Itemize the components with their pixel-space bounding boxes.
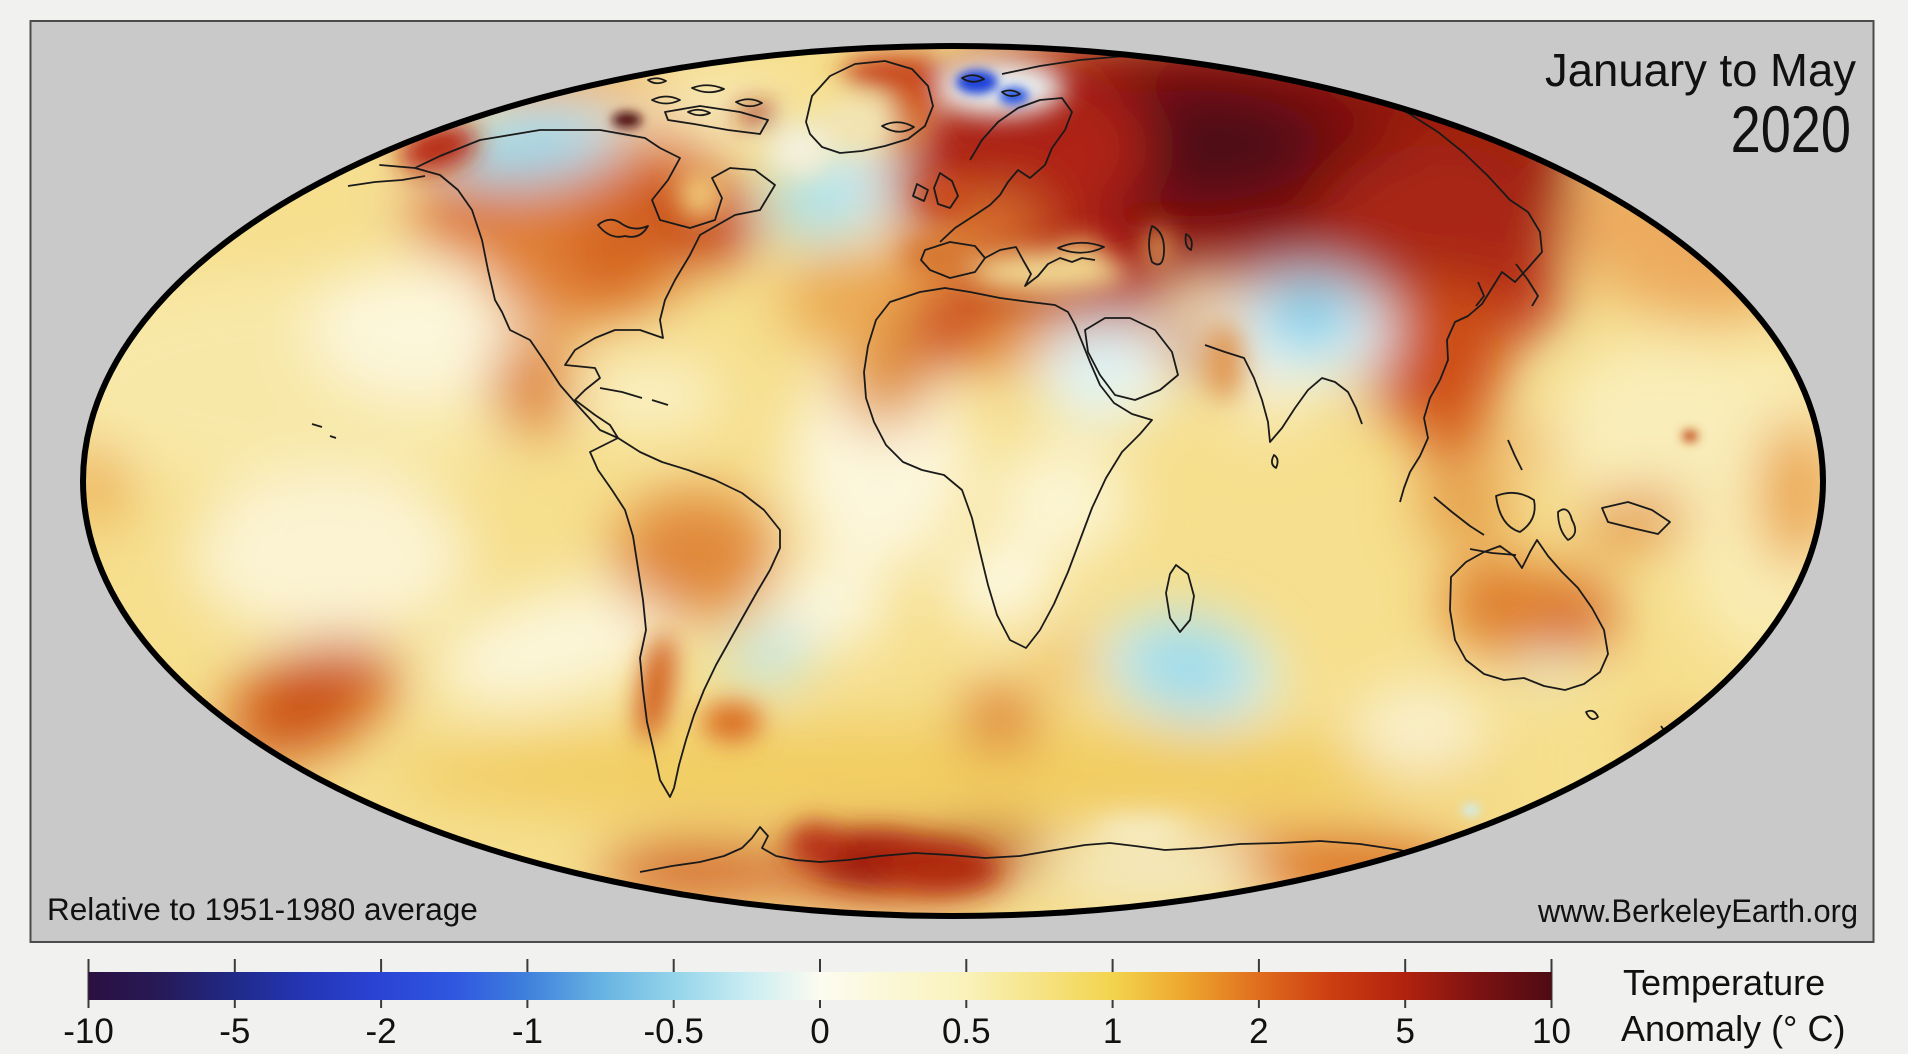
svg-text:January to May: January to May xyxy=(1545,44,1856,96)
svg-text:Relative to 1951-1980 average: Relative to 1951-1980 average xyxy=(47,891,478,927)
svg-text:-0.5: -0.5 xyxy=(644,1012,704,1051)
svg-text:www.BerkeleyEarth.org: www.BerkeleyEarth.org xyxy=(1537,893,1858,929)
svg-text:-5: -5 xyxy=(219,1012,250,1051)
svg-text:10: 10 xyxy=(1532,1012,1571,1051)
svg-text:2: 2 xyxy=(1249,1012,1268,1051)
svg-text:-2: -2 xyxy=(366,1012,397,1051)
svg-text:1: 1 xyxy=(1103,1012,1122,1051)
svg-text:-1: -1 xyxy=(512,1012,543,1051)
svg-text:Temperature: Temperature xyxy=(1623,962,1825,1003)
svg-text:0: 0 xyxy=(810,1012,829,1051)
svg-text:-10: -10 xyxy=(63,1012,114,1051)
svg-text:2020: 2020 xyxy=(1731,92,1851,166)
svg-text:Anomaly (° C): Anomaly (° C) xyxy=(1621,1008,1845,1049)
svg-text:5: 5 xyxy=(1395,1012,1414,1051)
svg-text:0.5: 0.5 xyxy=(942,1012,991,1051)
